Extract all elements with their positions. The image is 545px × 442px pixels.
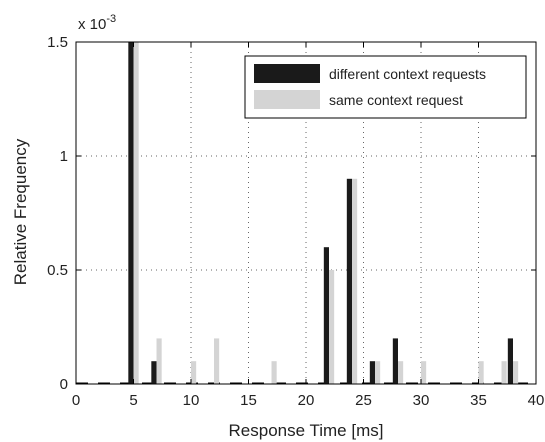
x-tick-label: 10 <box>183 392 200 409</box>
y-axis-label: Relative Frequency <box>11 138 30 285</box>
bar <box>128 42 134 384</box>
bar <box>271 361 277 384</box>
bar <box>421 361 427 384</box>
bar <box>478 361 484 384</box>
bar <box>398 361 404 384</box>
legend-label-same-context: same context request <box>329 92 463 108</box>
x-tick-label: 15 <box>240 392 257 409</box>
bar <box>133 42 139 384</box>
y-tick-label: 0.5 <box>47 262 68 279</box>
x-tick-label: 0 <box>72 392 80 409</box>
x-tick-label: 5 <box>129 392 137 409</box>
bar <box>214 338 220 384</box>
bar <box>329 270 335 384</box>
bar <box>352 178 358 384</box>
x-tick-label: 30 <box>413 392 430 409</box>
legend-swatch-different-context <box>254 64 320 83</box>
bar <box>151 361 157 384</box>
bars-group <box>128 42 519 384</box>
bar <box>346 178 352 384</box>
y-tick-label: 1 <box>60 148 68 165</box>
x-tick-label: 35 <box>470 392 487 409</box>
y-axis-exponent: x 10-3 <box>78 13 116 33</box>
bar <box>501 361 507 384</box>
x-tick-label: 25 <box>355 392 372 409</box>
legend-label-different-context: different context requests <box>329 66 486 82</box>
x-axis-ticks: 0 5 10 15 20 25 30 35 40 <box>72 42 545 409</box>
y-tick-label: 0 <box>60 376 68 393</box>
bar <box>323 247 329 384</box>
bar <box>191 361 197 384</box>
x-tick-label: 40 <box>528 392 545 409</box>
bar <box>369 361 375 384</box>
bar <box>156 338 162 384</box>
bar <box>513 361 519 384</box>
x-tick-label: 20 <box>298 392 315 409</box>
legend-swatch-same-context <box>254 90 320 109</box>
y-axis-ticks: 0 0.5 1 1.5 <box>47 34 536 393</box>
bar <box>392 338 398 384</box>
x-axis-label: Response Time [ms] <box>229 421 384 440</box>
legend: different context requests same context … <box>244 55 527 119</box>
y-tick-label: 1.5 <box>47 34 68 51</box>
bar <box>507 338 513 384</box>
grid-lines <box>76 42 536 384</box>
bar <box>375 361 381 384</box>
